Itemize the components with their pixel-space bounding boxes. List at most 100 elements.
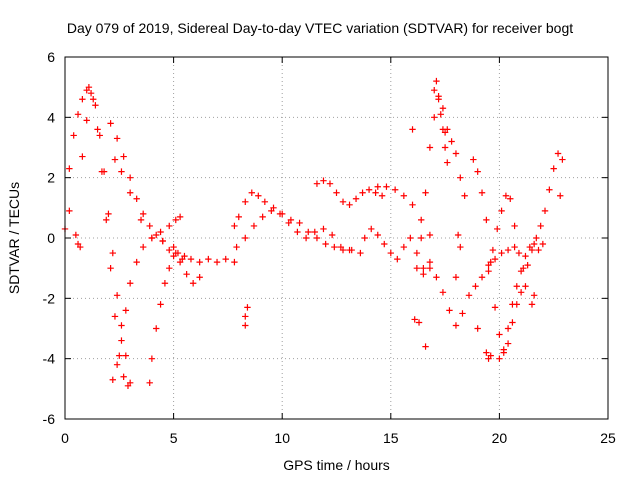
data-point — [255, 192, 262, 199]
y-tick-label: -6 — [43, 411, 56, 427]
series-arc5 — [109, 213, 184, 383]
data-point — [496, 355, 503, 362]
data-point — [517, 267, 525, 275]
data-point — [189, 280, 197, 287]
series-arc1 — [61, 83, 132, 390]
data-point — [457, 174, 464, 181]
data-point — [483, 216, 490, 224]
data-point — [181, 252, 188, 260]
data-point — [126, 189, 134, 196]
data-point — [107, 264, 114, 272]
data-point — [515, 249, 523, 257]
data-point — [176, 258, 184, 266]
data-point — [83, 117, 90, 124]
data-point — [148, 234, 156, 242]
data-point — [213, 258, 221, 266]
data-point — [92, 102, 99, 109]
data-point — [457, 243, 464, 251]
data-point — [533, 234, 540, 242]
data-point — [87, 90, 95, 97]
data-point — [133, 258, 140, 266]
data-point — [90, 96, 97, 103]
data-point — [448, 138, 455, 145]
data-point — [431, 114, 438, 121]
data-point — [526, 243, 534, 251]
series-arc8 — [233, 207, 353, 254]
data-point — [400, 243, 408, 251]
data-point — [420, 264, 427, 272]
data-point — [328, 231, 336, 239]
data-point — [72, 231, 80, 239]
series-arc9 — [313, 177, 386, 209]
data-point — [294, 228, 301, 236]
data-point — [285, 219, 292, 227]
data-point — [133, 195, 140, 202]
data-point — [474, 325, 481, 332]
data-point — [146, 222, 153, 230]
data-point — [126, 280, 134, 287]
data-point — [387, 249, 394, 257]
data-point — [359, 189, 366, 196]
data-point — [70, 132, 77, 139]
data-point — [487, 352, 494, 359]
data-point — [79, 96, 86, 103]
data-point — [153, 325, 160, 332]
data-point — [109, 249, 116, 257]
x-tick-label: 10 — [274, 430, 290, 446]
data-point — [139, 243, 147, 251]
data-point — [66, 207, 73, 215]
data-point — [498, 249, 505, 257]
series-arc7 — [231, 189, 364, 257]
series-clusters — [66, 126, 564, 362]
data-point — [361, 234, 368, 242]
series-arc10 — [374, 183, 434, 239]
y-tick-label: 0 — [47, 230, 55, 246]
data-point — [103, 216, 110, 224]
chart-title: Day 079 of 2019, Sidereal Day-to-day VTE… — [67, 20, 573, 36]
data-point — [478, 189, 486, 196]
data-point — [139, 210, 147, 218]
data-point — [305, 228, 312, 236]
data-point — [116, 352, 123, 359]
data-points — [61, 77, 566, 390]
data-point — [513, 283, 520, 290]
data-point — [491, 304, 499, 311]
data-point — [541, 207, 549, 215]
data-point — [248, 189, 255, 196]
y-tick-label: -2 — [43, 290, 56, 306]
data-point — [511, 222, 518, 230]
data-point — [161, 280, 169, 287]
data-point — [333, 189, 340, 196]
data-point — [244, 304, 251, 311]
data-point — [511, 243, 518, 251]
data-point — [411, 316, 418, 323]
data-point — [339, 198, 347, 205]
axis-ticks — [64, 56, 609, 420]
series-arc17 — [496, 240, 542, 362]
data-point — [146, 379, 153, 386]
data-point — [346, 246, 353, 254]
data-point — [378, 192, 386, 199]
data-point — [422, 189, 429, 196]
data-point — [426, 258, 434, 266]
x-axis-label: GPS time / hours — [283, 457, 390, 473]
data-point — [120, 373, 127, 380]
data-point — [118, 322, 125, 329]
data-point — [504, 340, 512, 347]
data-point — [107, 120, 114, 127]
y-axis-label: SDTVAR / TECUs — [6, 182, 22, 294]
data-point — [111, 313, 119, 320]
data-point — [550, 165, 557, 172]
data-point — [441, 144, 449, 151]
data-point — [302, 234, 310, 242]
data-point — [509, 301, 516, 308]
data-point — [509, 319, 516, 326]
data-point — [535, 246, 542, 254]
data-point — [166, 246, 173, 254]
data-point — [259, 213, 266, 221]
data-point — [331, 243, 338, 251]
data-point — [122, 307, 130, 314]
x-tick-label: 5 — [170, 430, 178, 446]
data-point — [66, 165, 73, 172]
